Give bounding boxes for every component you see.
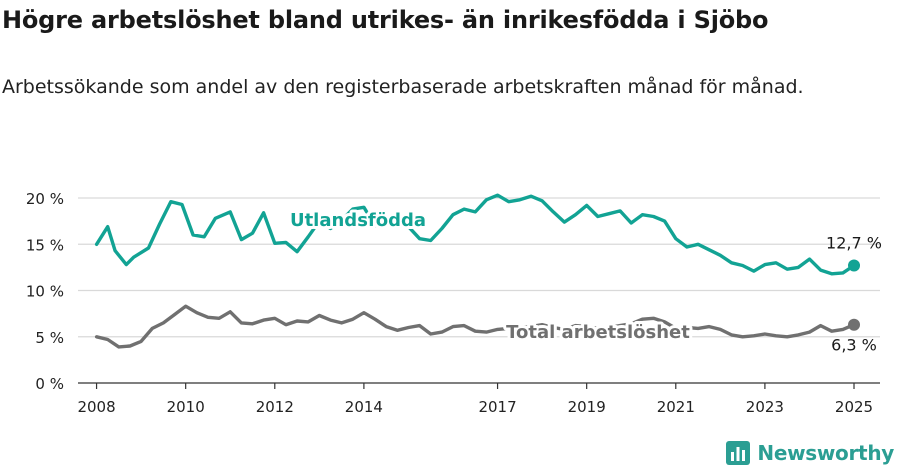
- x-tick-label: 2008: [77, 398, 115, 416]
- series-line-total: [94, 304, 856, 349]
- bar-chart-logo-icon: [726, 441, 751, 465]
- x-axis: 2008 2010 2012 2014 2017 2019 2021 2023 2025: [77, 382, 880, 416]
- series-label-utlandsfodda: Utlandsfödda: [290, 210, 426, 231]
- series-label-total: Total arbetslöshet: [506, 322, 690, 343]
- x-tick-label: 2021: [657, 398, 695, 416]
- series-label-utlandsfodda-halo: Utlandsfödda: [290, 210, 426, 231]
- y-tick-label: 5 %: [35, 329, 64, 347]
- end-point-utlandsfodda: [848, 259, 861, 272]
- end-value-label-utlandsfodda: 12,7 %: [826, 234, 882, 253]
- y-tick-label: 10 %: [26, 283, 64, 301]
- y-tick-label: 20 %: [26, 190, 64, 208]
- chart-subtitle: Arbetssökande som andel av den registerb…: [2, 76, 804, 98]
- x-tick-label: 2019: [568, 398, 606, 416]
- series-line-utlandsfodda: [94, 193, 856, 276]
- newsworthy-logo: Newsworthy: [725, 440, 894, 466]
- x-tick-label: 2014: [345, 398, 383, 416]
- x-tick-label: 2012: [256, 398, 294, 416]
- brand-name: Newsworthy: [757, 441, 894, 465]
- x-tick-label: 2017: [478, 398, 516, 416]
- end-value-label-total: 6,3 %: [831, 336, 877, 355]
- series-label-total-halo: Total arbetslöshet: [506, 322, 690, 343]
- x-tick-label: 2023: [746, 398, 784, 416]
- y-axis-ticks: 0 % 5 % 10 % 15 % 20 %: [26, 190, 64, 393]
- y-tick-label: 15 %: [26, 236, 64, 254]
- end-point-total: [848, 318, 861, 331]
- y-tick-label: 0 %: [35, 375, 64, 393]
- chart-title: Högre arbetslöshet bland utrikes- än inr…: [2, 6, 769, 34]
- x-tick-label: 2025: [835, 398, 873, 416]
- series-labels: 12,7 %6,3 %UtlandsföddaUtlandsföddaTotal…: [287, 207, 882, 355]
- x-tick-label: 2010: [167, 398, 205, 416]
- series-lines: [94, 193, 861, 349]
